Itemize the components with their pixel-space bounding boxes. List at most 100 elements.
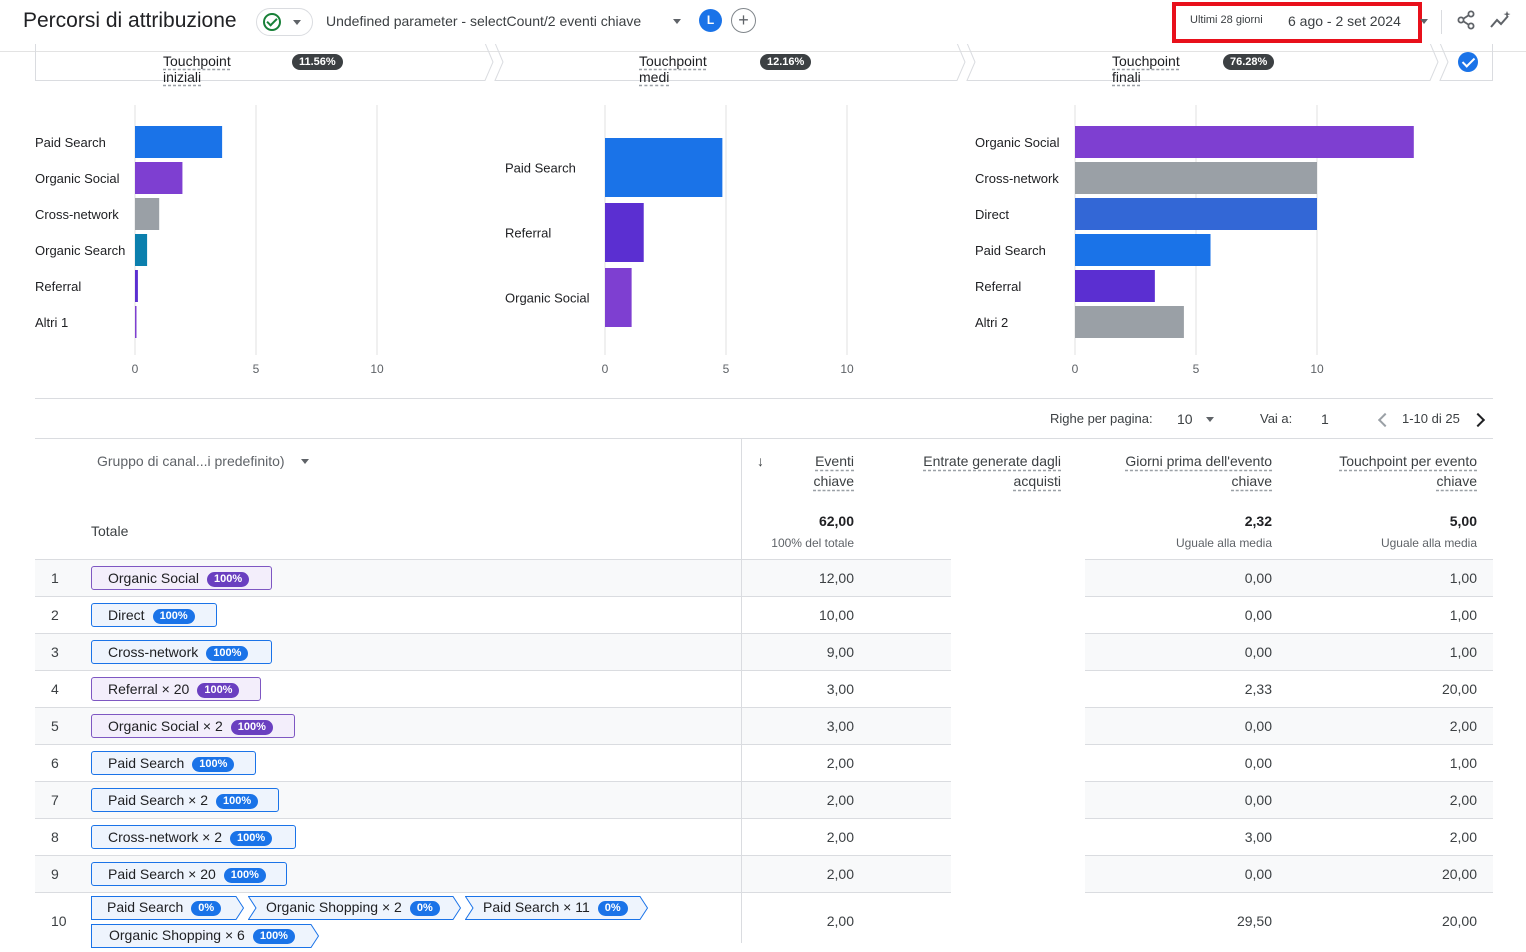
channel-path-step[interactable]: Paid Search 0% [91, 896, 244, 920]
channel-path-chip[interactable]: Direct 100% [91, 603, 217, 627]
key-event-selector[interactable]: Undefined parameter - selectCount/2 even… [326, 13, 642, 29]
x-tick-label: 10 [840, 362, 854, 376]
chevron-down-icon[interactable] [1206, 417, 1214, 422]
channel-label: Cross-network × 2 [108, 829, 222, 845]
column-header-key-events[interactable]: Eventi chiave [814, 451, 854, 491]
percent-badge: 100% [206, 646, 249, 661]
channel-path-chip[interactable]: Organic Social 100% [91, 566, 272, 590]
channel-label: Paid Search × 2 [108, 792, 209, 808]
bar [605, 203, 644, 262]
days-cell: 2,33 [1244, 681, 1272, 697]
bar [1075, 126, 1414, 158]
days-cell: 0,00 [1244, 755, 1272, 771]
column-header-revenue[interactable]: Entrate generate dagli acquisti [923, 451, 1061, 491]
touchpoints-cell: 20,00 [1441, 681, 1477, 697]
revenue-column-gap [951, 818, 1085, 856]
key-events-cell: 2,00 [826, 866, 854, 882]
column-header-days[interactable]: Giorni prima dell'evento chiave [1125, 451, 1272, 491]
x-tick-label: 10 [1310, 362, 1324, 376]
x-tick-label: 0 [132, 362, 139, 376]
channel-path-chip[interactable]: Cross-network × 2 100% [91, 825, 296, 849]
days-cell: 0,00 [1244, 570, 1272, 586]
days-cell: 0,00 [1244, 644, 1272, 660]
channel-path-chip[interactable]: Paid Search × 2 100% [91, 788, 279, 812]
channel-path-chip[interactable]: Organic Social × 2 100% [91, 714, 295, 738]
channel-path-chip[interactable]: Cross-network 100% [91, 640, 272, 664]
touchpoints-cell: 2,00 [1449, 829, 1477, 845]
channel-path-chip[interactable]: Referral × 20 100% [91, 677, 261, 701]
channel-path-step[interactable]: Organic Shopping × 2 0% [248, 896, 461, 920]
row-number: 5 [51, 718, 59, 734]
column-header-line: chiave [813, 473, 854, 489]
avatar[interactable]: L [699, 9, 722, 32]
column-header-touchpoints[interactable]: Touchpoint per evento chiave [1339, 451, 1477, 491]
revenue-column-gap [951, 892, 1085, 952]
row-number: 2 [51, 607, 59, 623]
percent-badge: 0% [597, 901, 628, 916]
column-header-line: chiave [1231, 473, 1272, 489]
column-header-line: Giorni prima dell'evento [1125, 453, 1272, 469]
rows-per-page-select[interactable]: 10 [1177, 411, 1193, 427]
insights-icon[interactable] [1490, 10, 1512, 30]
touchpoints-cell: 2,00 [1449, 718, 1477, 734]
touchpoints-cell: 1,00 [1449, 570, 1477, 586]
channel-label: Organic Shopping × 2 [266, 899, 402, 915]
table-row[interactable]: 9 Paid Search × 20 100% 2,00 0,00 20,00 [35, 855, 1493, 893]
channel-label: Paid Search [108, 755, 185, 771]
chevron-left-icon[interactable] [1377, 412, 1393, 428]
date-range-picker[interactable]: Ultimi 28 giorni 6 ago - 2 set 2024 [1172, 2, 1422, 43]
category-label: Organic Search [35, 243, 125, 258]
table-row[interactable]: 10 Paid Search 0% Organic Shopping × 2 0% Pai… [35, 892, 1493, 952]
tab-label: Touchpoint medi [639, 53, 707, 85]
channel-label: Paid Search × 11 [483, 899, 590, 915]
percent-badge: 100% [230, 720, 273, 735]
touchpoints-cell: 20,00 [1441, 913, 1477, 929]
table-row[interactable]: 4 Referral × 20 100% 3,00 2,33 20,00 [35, 670, 1493, 708]
channel-path-chip[interactable]: Paid Search 100% [91, 751, 256, 775]
total-days-sub: Uguale alla media [1175, 536, 1272, 550]
add-comparison-button[interactable]: + [731, 8, 756, 33]
table-row[interactable]: 8 Cross-network × 2 100% 2,00 3,00 2,00 [35, 818, 1493, 856]
key-events-cell: 9,00 [826, 644, 854, 660]
category-label: Altri 2 [975, 315, 1008, 330]
table-row[interactable]: 1 Organic Social 100% 12,00 0,00 1,00 [35, 559, 1493, 597]
chevron-right-icon[interactable] [1470, 412, 1486, 428]
bar [1075, 162, 1317, 194]
channel-path-step[interactable]: Organic Shopping × 6 100% [91, 924, 319, 948]
status-dropdown[interactable] [256, 8, 313, 36]
table-row[interactable]: 3 Cross-network 100% 9,00 0,00 1,00 [35, 633, 1493, 671]
charts-area: 0 5 10 Paid Search Organic Social Cross-netwo… [0, 90, 1526, 390]
key-events-cell: 2,00 [826, 792, 854, 808]
column-header-line: Eventi [815, 453, 854, 469]
chevron-down-icon[interactable] [301, 459, 309, 464]
channel-label: Organic Shopping × 6 [109, 927, 245, 943]
table-row[interactable]: 7 Paid Search × 2 100% 2,00 0,00 2,00 [35, 781, 1493, 819]
column-header-line: acquisti [1013, 473, 1061, 489]
table-row[interactable]: 5 Organic Social × 2 100% 3,00 0,00 2,00 [35, 707, 1493, 745]
share-icon[interactable] [1456, 10, 1476, 30]
chevron-down-icon[interactable] [673, 19, 681, 24]
check-circle-icon[interactable] [1458, 52, 1478, 72]
channel-label: Paid Search × 20 [108, 866, 216, 882]
touchpoint-bar-charts: 0 5 10 Paid Search Organic Social Cross-netwo… [35, 105, 1414, 376]
category-label: Referral [505, 226, 551, 241]
channel-path-step[interactable]: Paid Search × 11 0% [465, 896, 648, 920]
channel-label: Direct [108, 607, 145, 623]
table-row[interactable]: 2 Direct 100% 10,00 0,00 1,00 [35, 596, 1493, 634]
percent-badge: 100% [223, 868, 266, 883]
touchpoints-cell: 20,00 [1441, 866, 1477, 882]
chevron-down-icon[interactable] [1420, 19, 1428, 24]
table-row[interactable]: 6 Paid Search 100% 2,00 0,00 1,00 [35, 744, 1493, 782]
goto-input[interactable]: 1 [1321, 411, 1329, 427]
row-background [1085, 634, 1493, 670]
touchpoints-cell: 1,00 [1449, 607, 1477, 623]
key-events-cell: 2,00 [826, 913, 854, 929]
revenue-column-gap [951, 596, 1085, 634]
page-range: 1-10 di 25 [1402, 411, 1460, 426]
row-number: 8 [51, 829, 59, 845]
revenue-column-gap [951, 744, 1085, 782]
sort-desc-icon[interactable]: ↓ [757, 453, 764, 469]
page-header: Percorsi di attribuzione Undefined param… [0, 0, 1526, 52]
dimension-selector[interactable]: Gruppo di canal...i predefinito) [97, 453, 285, 469]
channel-path-chip[interactable]: Paid Search × 20 100% [91, 862, 287, 886]
